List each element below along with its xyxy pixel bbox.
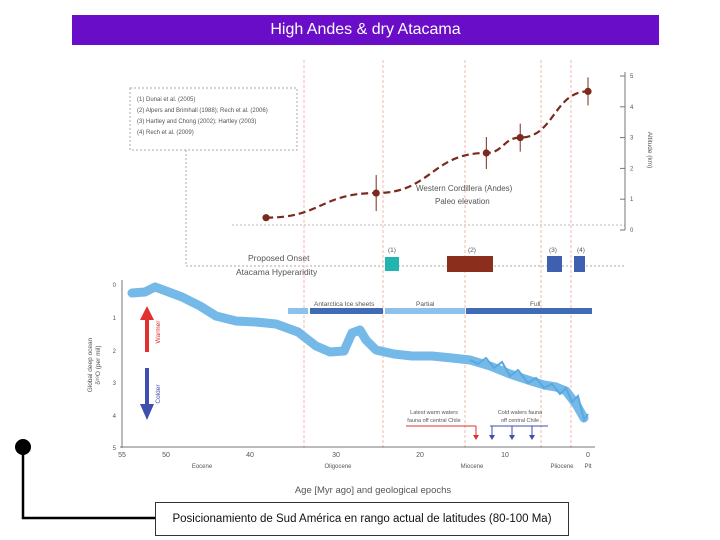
elevation-label-2: Paleo elevation xyxy=(435,197,490,206)
age-tick: 20 xyxy=(416,452,424,459)
epoch-label: Pliocene xyxy=(550,464,574,470)
svg-text:5: 5 xyxy=(113,446,117,452)
ice-full-label: Full xyxy=(530,301,541,308)
onset-marker-2: (2) xyxy=(468,247,476,254)
cold-waters-label-1: Cold waters fauna xyxy=(498,410,543,416)
svg-text:1: 1 xyxy=(113,316,117,322)
elevation-point xyxy=(584,87,592,95)
warmer-arrowhead xyxy=(140,306,154,320)
altitude-axis-label: Altitude (km) xyxy=(646,132,653,168)
epoch-label: Plt xyxy=(584,464,591,470)
altitude-tick-label: 4 xyxy=(630,105,634,111)
ice-bar-segment xyxy=(288,308,308,314)
age-tick: 55 xyxy=(118,452,126,459)
elevation-point xyxy=(262,214,270,222)
caption-text: Posicionamiento de Sud América en rango … xyxy=(172,513,552,525)
onset-label-2: Atacama Hyperaridity xyxy=(236,267,318,277)
altitude-tick-label: 0 xyxy=(630,228,634,234)
legend-ref-3: (3) Hartley and Chong (2002); Hartley (2… xyxy=(137,119,256,125)
isotope-curve xyxy=(127,282,589,423)
elevation-label-1: Western Cordillera (Andes) xyxy=(416,184,513,193)
cold-waters-arrowhead xyxy=(489,435,495,440)
caption-box: Posicionamiento de Sud América en rango … xyxy=(155,502,569,536)
onset-bar-1 xyxy=(385,257,399,271)
elevation-line xyxy=(266,90,589,219)
epoch-label: Miocene xyxy=(461,464,484,470)
svg-text:2: 2 xyxy=(113,349,117,355)
elevation-series xyxy=(262,77,592,222)
cold-waters-label-2: off central Chile xyxy=(501,418,539,424)
age-tick: 10 xyxy=(501,452,509,459)
warm-waters-label-1: Latest warm waters xyxy=(410,410,458,416)
epoch-label: Eocene xyxy=(192,464,213,470)
cold-waters-arrowhead xyxy=(509,435,515,440)
altitude-tick-label: 3 xyxy=(630,136,634,142)
slide-title: High Andes & dry Atacama xyxy=(72,15,659,45)
age-tick: 30 xyxy=(332,452,340,459)
epoch-label: Oligocene xyxy=(324,464,352,470)
altitude-tick-label: 5 xyxy=(630,74,634,80)
onset-label-1: Proposed Onset xyxy=(248,253,310,263)
onset-marker-1: (1) xyxy=(388,247,396,254)
svg-text:4: 4 xyxy=(113,414,117,420)
warm-waters-arrowhead xyxy=(473,435,479,440)
ice-bar-segment xyxy=(466,308,592,314)
age-tick: 40 xyxy=(246,452,254,459)
legend-ref-1: (1) Dunai et al. (2005) xyxy=(137,97,195,103)
warm-waters-label-2: fauna off central Chile xyxy=(407,418,460,424)
legend-ref-2: (2) Alpers and Brimhall (1988); Rech et … xyxy=(137,108,268,114)
isotope-curve-noise xyxy=(469,356,589,423)
svg-text:0: 0 xyxy=(113,283,117,289)
elevation-point xyxy=(372,189,380,197)
legend-box xyxy=(129,87,298,151)
ice-bar-segment xyxy=(310,308,383,314)
onset-marker-3: (3) xyxy=(549,247,557,254)
age-axis-title: Age [Myr ago] and geological epochs xyxy=(295,485,452,496)
onset-bar-2 xyxy=(447,256,493,272)
isotope-axis-label-2: δ¹⁸O (per mil) xyxy=(95,345,102,384)
altitude-tick-label: 2 xyxy=(630,166,634,172)
altitude-tick-label: 1 xyxy=(630,197,634,203)
colder-arrowhead xyxy=(140,404,154,420)
onset-bar-3 xyxy=(547,256,562,272)
warmer-label: Warmer xyxy=(155,320,162,344)
colder-label: Colder xyxy=(155,384,162,404)
age-tick: 0 xyxy=(586,452,590,459)
altitude-ticks: 0 1 2 3 4 5 xyxy=(620,74,634,234)
elevation-point xyxy=(516,134,524,142)
age-tick: 50 xyxy=(162,452,170,459)
connector-line xyxy=(21,447,155,520)
legend-ref-4: (4) Rech et al. (2009) xyxy=(137,130,194,136)
cold-waters-arrowhead xyxy=(529,435,535,440)
onset-bar-4 xyxy=(574,256,585,272)
elevation-point xyxy=(482,149,490,157)
svg-text:3: 3 xyxy=(113,381,117,387)
isotope-axis-label-1: Global deep ocean xyxy=(87,337,94,392)
ice-antarctic-label: Antarctica Ice sheets xyxy=(314,301,375,308)
ice-bar-segment xyxy=(385,308,465,314)
ice-partial-label: Partial xyxy=(416,301,435,308)
onset-marker-4: (4) xyxy=(577,247,585,254)
